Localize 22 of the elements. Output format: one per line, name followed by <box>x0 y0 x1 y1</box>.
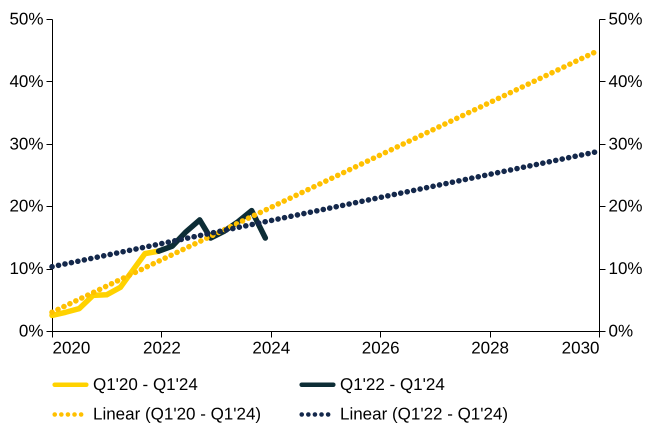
x-tick-label: 2024 <box>252 338 290 358</box>
y-tick-label: 30% <box>9 134 44 154</box>
legend-label: Linear (Q1'20 - Q1'24) <box>93 404 262 424</box>
x-tick-label: 2026 <box>362 338 400 358</box>
y-tick-label: 40% <box>9 72 44 91</box>
x-tick-label: 2022 <box>142 338 181 358</box>
y-tick-label: 20% <box>9 196 44 216</box>
y2-tick-label: 40% <box>608 72 643 91</box>
x-tick-label: 2030 <box>562 338 600 358</box>
y-tick-label: 10% <box>9 259 44 278</box>
x-tick-label: 2020 <box>52 338 90 358</box>
y-tick-label: 50% <box>9 10 44 28</box>
y2-tick-label: 30% <box>608 134 643 154</box>
legend-label: Linear (Q1'22 - Q1'24) <box>340 404 508 424</box>
y2-tick-label: 20% <box>608 196 643 216</box>
legend-label: Q1'22 - Q1'24 <box>340 374 445 394</box>
y-tick-label: 0% <box>18 322 44 340</box>
y2-tick-label: 0% <box>608 322 634 340</box>
legend-label: Q1'20 - Q1'24 <box>93 374 198 394</box>
x-tick-label: 2028 <box>471 338 510 358</box>
y2-tick-label: 50% <box>608 10 643 28</box>
y2-tick-label: 10% <box>608 259 643 278</box>
